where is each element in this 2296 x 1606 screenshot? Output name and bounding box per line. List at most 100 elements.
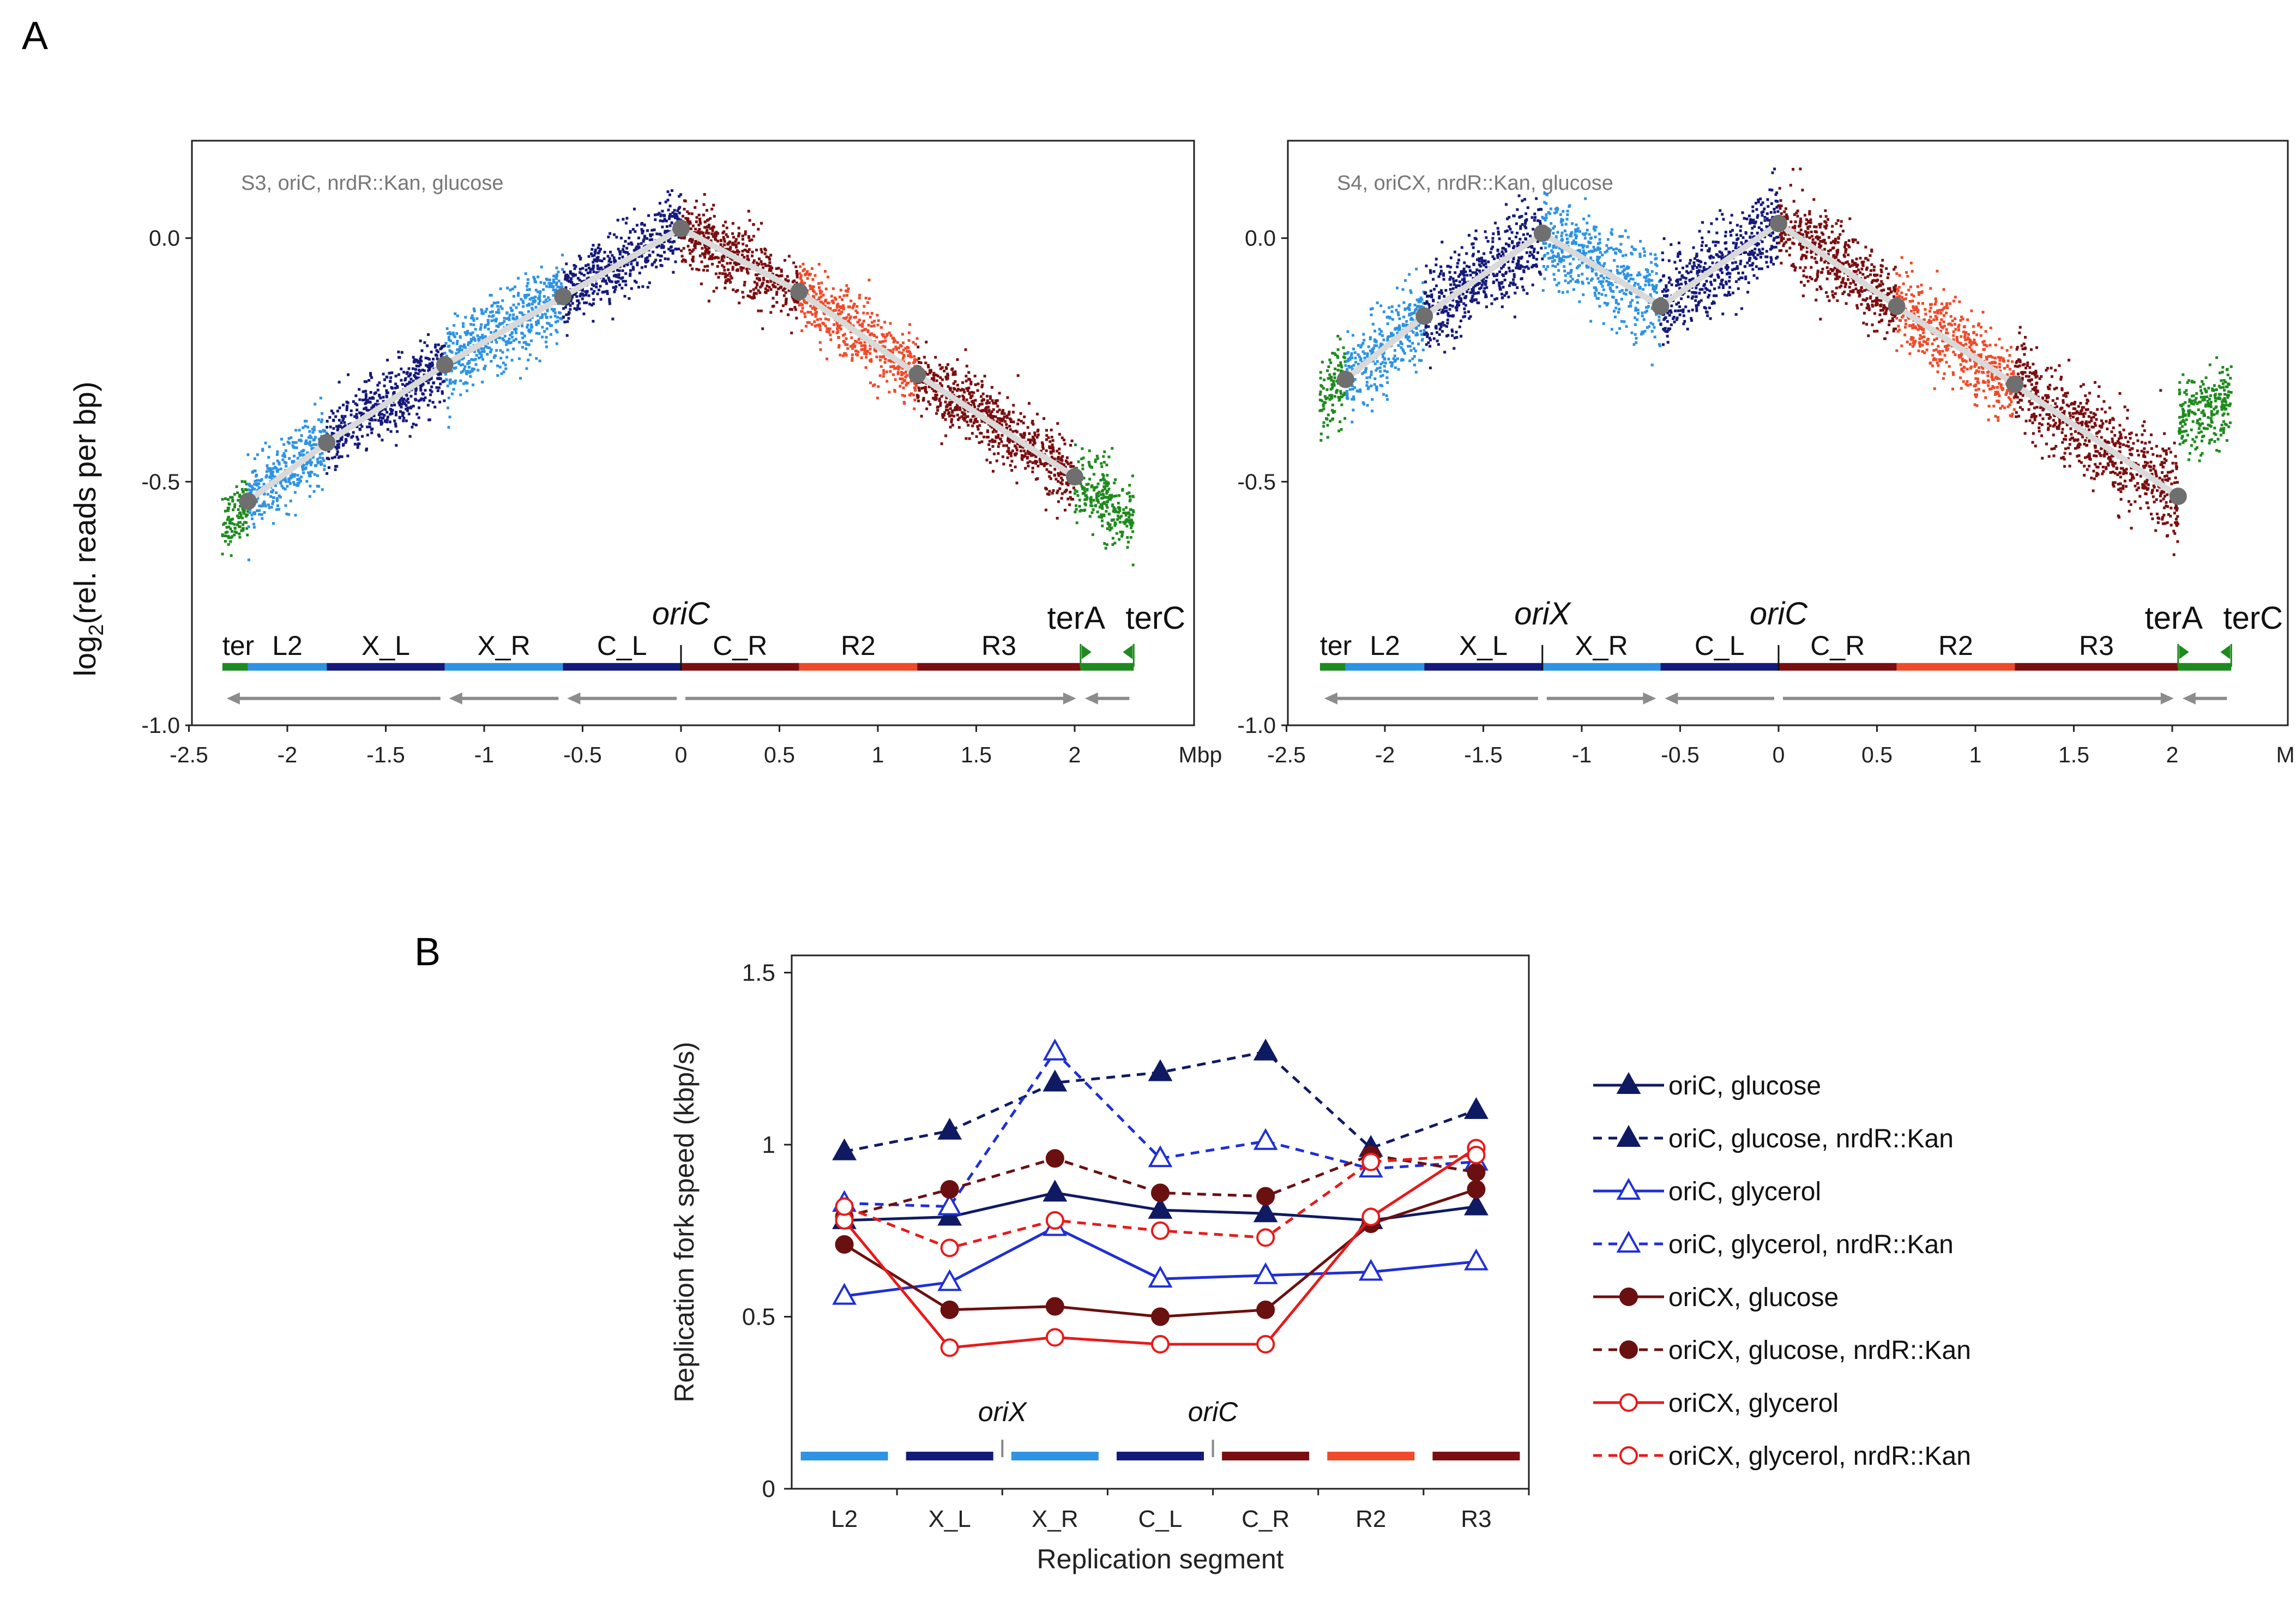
scatter-point	[368, 400, 371, 404]
scatter-point	[849, 299, 853, 303]
scatter-point	[1397, 324, 1401, 327]
scatter-point	[1034, 462, 1038, 465]
scatter-point	[1348, 388, 1352, 391]
scatter-point	[268, 445, 271, 448]
scatter-point	[729, 247, 732, 250]
fit-point	[908, 365, 926, 383]
scatter-point	[938, 363, 942, 366]
scatter-point	[1517, 241, 1521, 244]
ter-site-marker	[1123, 645, 1133, 659]
scatter-point	[496, 364, 499, 368]
scatter-point	[772, 285, 775, 288]
scatter-point	[777, 287, 780, 291]
scatter-point	[498, 365, 502, 369]
scatter-point	[236, 491, 239, 495]
scatter-point	[934, 398, 937, 401]
scatter-point	[777, 267, 780, 270]
scatter-point	[996, 399, 999, 402]
scatter-point	[1437, 343, 1440, 346]
scatter-point	[528, 318, 532, 322]
scatter-point	[503, 320, 506, 323]
scatter-point	[882, 372, 885, 375]
scatter-point	[1091, 533, 1094, 536]
scatter-point	[390, 412, 394, 415]
scatter-point	[546, 300, 550, 303]
scatter-point	[390, 371, 394, 374]
scatter-point	[502, 370, 505, 374]
scatter-point	[980, 380, 984, 383]
scatter-point	[944, 400, 947, 404]
scatter-point	[470, 358, 473, 361]
scatter-point	[1328, 398, 1331, 401]
scatter-point	[863, 349, 866, 352]
scatter-point	[312, 490, 316, 493]
scatter-point	[610, 280, 613, 284]
panel-a-letter: A	[22, 14, 48, 58]
scatter-point	[863, 328, 866, 332]
scatter-point	[953, 388, 956, 391]
scatter-point	[1065, 481, 1068, 484]
scatter-point	[292, 474, 295, 477]
scatter-point	[695, 200, 698, 203]
scatter-point	[848, 305, 851, 309]
scatter-point	[1001, 412, 1004, 415]
scatter-point	[574, 274, 577, 277]
scatter-point	[951, 424, 954, 427]
scatter-point	[595, 256, 599, 260]
scatter-point	[1058, 432, 1061, 436]
scatter-point	[526, 323, 529, 327]
scatter-point	[550, 308, 553, 311]
scatter-point	[1519, 225, 1522, 228]
scatter-point	[454, 382, 457, 385]
scatter-point	[304, 425, 307, 428]
scatter-point	[916, 396, 919, 399]
scatter-point	[243, 480, 246, 483]
scatter-point	[312, 425, 316, 429]
scatter-point	[769, 254, 773, 257]
scatter-point	[638, 272, 641, 275]
scatter-point	[901, 381, 904, 384]
scatter-point	[1458, 297, 1461, 300]
scatter-point	[1114, 509, 1117, 512]
scatter-point	[475, 354, 478, 357]
scatter-point	[377, 419, 380, 422]
scatter-point	[555, 342, 558, 345]
scatter-point	[556, 285, 559, 288]
scatter-point	[702, 269, 705, 272]
scatter-point	[426, 365, 430, 368]
scatter-point	[1516, 263, 1520, 266]
scatter-point	[1106, 481, 1110, 484]
scatter-point	[1432, 337, 1436, 340]
scatter-point	[1387, 357, 1390, 360]
scatter-point	[668, 204, 672, 208]
scatter-point	[949, 388, 952, 392]
scatter-point	[221, 552, 224, 556]
scatter-point	[629, 274, 632, 277]
scatter-point	[978, 441, 981, 444]
scatter-point	[1006, 396, 1009, 399]
scatter-point	[1340, 392, 1343, 395]
scatter-point	[711, 229, 714, 232]
scatter-point	[367, 379, 371, 382]
scatter-point	[842, 334, 845, 337]
scatter-point	[239, 504, 242, 508]
scatter-point	[823, 312, 826, 315]
scatter-point	[323, 468, 326, 471]
scatter-point	[736, 269, 739, 272]
scatter-point	[843, 333, 846, 336]
scatter-point	[1019, 444, 1022, 447]
scatter-point	[530, 323, 533, 327]
scatter-point	[618, 252, 622, 256]
scatter-point	[835, 322, 839, 326]
scatter-point	[552, 309, 555, 312]
scatter-point	[683, 236, 686, 239]
scatter-point	[739, 266, 743, 269]
scatter-point	[401, 383, 404, 386]
scatter-point	[915, 358, 919, 362]
scatter-point	[824, 317, 827, 321]
scatter-point	[252, 522, 256, 526]
scatter-point	[344, 441, 347, 444]
scatter-point	[825, 327, 829, 330]
scatter-point	[640, 228, 643, 231]
scatter-point	[583, 301, 586, 304]
